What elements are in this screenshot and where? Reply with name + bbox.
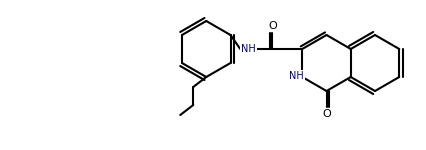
Text: O: O — [268, 21, 276, 31]
Text: O: O — [322, 109, 331, 119]
Text: NH: NH — [241, 44, 256, 54]
Text: NH: NH — [289, 71, 304, 81]
